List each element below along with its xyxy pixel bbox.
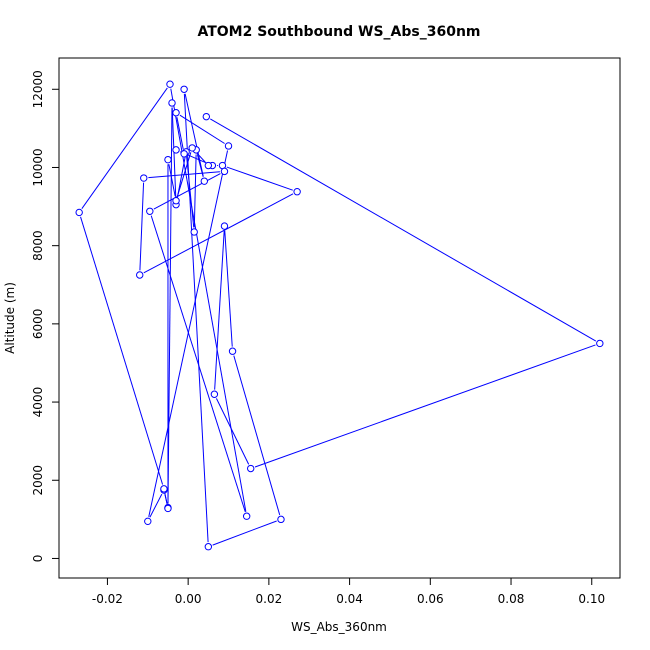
y-tick-label: 12000 xyxy=(31,70,45,108)
y-tick-label: 10000 xyxy=(31,148,45,186)
data-point xyxy=(164,155,172,164)
series-segment xyxy=(254,344,596,468)
series-segment xyxy=(170,88,247,512)
series-segment xyxy=(193,154,197,228)
data-point xyxy=(224,142,233,150)
data-point xyxy=(204,161,213,170)
data-point xyxy=(164,504,172,513)
data-point xyxy=(75,208,83,217)
data-point xyxy=(190,228,198,236)
series-segment xyxy=(139,182,145,271)
series-segment xyxy=(210,118,597,342)
data-point xyxy=(172,146,180,154)
series-segment xyxy=(153,173,221,210)
data-point xyxy=(168,99,176,107)
y-axis: 0 2000 4000 6000 8000 10000 12000 xyxy=(31,70,59,562)
plot-frame xyxy=(58,57,621,579)
chart-title: ATOM2 Southbound WS_Abs_360nm xyxy=(197,24,480,40)
series-segment xyxy=(167,107,173,504)
data-point xyxy=(204,543,213,551)
series-segment xyxy=(80,216,164,485)
data-point xyxy=(172,109,180,117)
y-tick-label: 2000 xyxy=(31,465,45,496)
series-segment xyxy=(214,230,225,390)
series-segment xyxy=(150,215,246,512)
series-segment xyxy=(176,117,184,150)
y-axis-label: Altitude (m) xyxy=(3,282,17,354)
data-point xyxy=(200,177,208,185)
data-point xyxy=(136,271,144,279)
y-tick-label: 0 xyxy=(31,555,45,563)
series-segment xyxy=(184,93,204,177)
series-segment xyxy=(168,164,176,197)
data-point xyxy=(140,174,148,182)
x-axis: -0.02 0.00 0.02 0.04 0.06 0.08 0.10 xyxy=(92,578,605,606)
series-segment xyxy=(81,87,168,209)
data-point xyxy=(210,390,219,398)
series-segment xyxy=(186,156,195,228)
series-segment xyxy=(215,398,250,465)
data-point xyxy=(293,188,301,196)
series-segment xyxy=(148,150,229,517)
series-segment xyxy=(171,107,177,201)
y-tick-label: 8000 xyxy=(31,230,45,261)
data-point xyxy=(172,197,180,205)
x-tick-label: 0.00 xyxy=(175,592,202,606)
series-group xyxy=(75,80,604,551)
series-segment xyxy=(212,520,277,546)
data-point xyxy=(146,207,154,215)
data-point xyxy=(220,167,229,176)
data-point xyxy=(166,80,174,88)
x-tick-label: 0.02 xyxy=(256,592,283,606)
data-point xyxy=(202,112,211,121)
x-axis-label: WS_Abs_360nm xyxy=(291,620,387,634)
x-tick-label: -0.02 xyxy=(92,592,123,606)
data-point xyxy=(228,347,237,355)
x-tick-label: 0.08 xyxy=(498,592,525,606)
series-segment xyxy=(233,355,281,516)
y-tick-label: 6000 xyxy=(31,309,45,340)
data-point xyxy=(160,485,168,493)
data-point xyxy=(277,515,285,524)
series-segment xyxy=(226,166,293,191)
data-point xyxy=(180,85,188,93)
data-point xyxy=(242,512,251,520)
x-tick-label: 0.06 xyxy=(417,592,444,606)
data-point xyxy=(188,144,196,152)
series-segment xyxy=(149,493,163,518)
series-segment xyxy=(164,493,168,505)
series-segment xyxy=(143,193,294,274)
data-point xyxy=(596,339,604,348)
series-segment xyxy=(176,152,192,197)
series-segment xyxy=(179,114,225,144)
data-point xyxy=(247,464,255,473)
data-point xyxy=(220,222,229,230)
y-tick-label: 4000 xyxy=(31,387,45,418)
series-segment xyxy=(224,230,233,347)
data-point xyxy=(180,150,188,158)
x-tick-label: 0.10 xyxy=(578,592,605,606)
x-tick-label: 0.04 xyxy=(336,592,363,606)
data-point xyxy=(144,517,152,526)
